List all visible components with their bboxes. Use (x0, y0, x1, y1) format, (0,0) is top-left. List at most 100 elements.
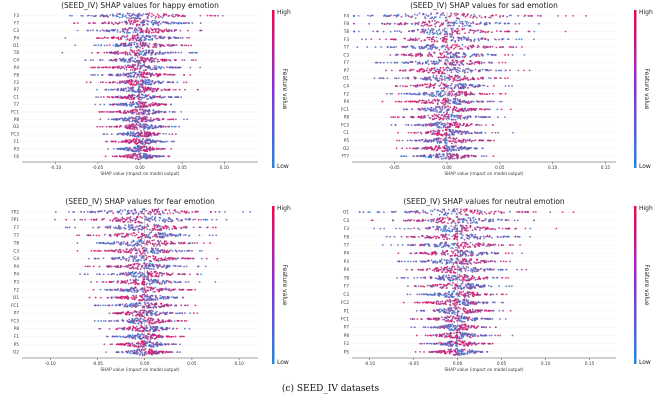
shap-point (469, 55, 472, 58)
shap-point (459, 78, 462, 81)
shap-point (140, 126, 143, 129)
shap-point (170, 43, 173, 46)
shap-point (113, 140, 116, 143)
shap-point (436, 109, 438, 112)
shap-point (451, 44, 454, 46)
shap-point (162, 52, 165, 55)
shap-point (461, 14, 464, 17)
shap-point (156, 13, 159, 16)
shap-point (410, 54, 413, 57)
shap-point (141, 50, 144, 53)
shap-point (76, 22, 79, 24)
shap-point (445, 134, 447, 137)
shap-point (142, 124, 144, 126)
shap-point (427, 99, 430, 102)
shap-point (436, 32, 438, 35)
shap-point (469, 115, 472, 118)
shap-point (160, 36, 163, 39)
shap-point (132, 31, 135, 34)
shap-point (427, 28, 430, 30)
shap-point (489, 69, 492, 72)
shap-point (144, 83, 147, 86)
shap-point (145, 125, 148, 128)
shap-point (409, 93, 412, 96)
chart-title: (SEED_IV) SHAP values for happy emotion (61, 1, 219, 10)
shap-point (414, 47, 417, 50)
shap-point (119, 110, 122, 113)
shap-point (73, 22, 75, 25)
shap-point (396, 14, 399, 17)
shap-point (506, 38, 509, 40)
shap-point (485, 93, 488, 96)
shap-point (106, 44, 108, 47)
shap-point (145, 148, 148, 151)
shap-point (395, 77, 398, 80)
shap-point (132, 39, 135, 41)
shap-point (445, 56, 448, 58)
shap-point (491, 31, 493, 34)
shap-point (458, 146, 461, 149)
shap-point (156, 37, 159, 40)
shap-point (461, 28, 464, 31)
shap-point (469, 25, 472, 27)
shap-point (124, 42, 127, 44)
shap-point (486, 100, 489, 103)
shap-point (524, 14, 527, 17)
shap-point (133, 19, 136, 22)
shap-point (145, 29, 148, 32)
feature-label: C3 (343, 52, 349, 57)
shap-point (113, 118, 116, 121)
shap-point (142, 108, 144, 111)
shap-point (141, 78, 144, 81)
shap-point (435, 47, 437, 50)
shap-point (449, 99, 452, 102)
shap-point (428, 139, 431, 141)
shap-point (135, 38, 138, 41)
feature-label: P4 (14, 65, 20, 70)
shap-point (429, 131, 432, 134)
shap-point (122, 51, 125, 54)
shap-point (112, 65, 114, 68)
shap-point (164, 133, 167, 135)
shap-point (437, 70, 440, 73)
shap-point (414, 22, 417, 25)
shap-point (515, 30, 517, 33)
shap-point (130, 27, 133, 30)
shap-point (464, 115, 467, 118)
shap-point (433, 23, 436, 26)
shap-point (107, 148, 109, 150)
colorbar-title: Feature value (281, 69, 288, 110)
shap-point (146, 52, 148, 54)
shap-point (419, 54, 422, 57)
shap-point (395, 14, 397, 17)
shap-point (128, 141, 131, 144)
shap-point (122, 28, 125, 31)
shap-point (144, 117, 147, 120)
shap-chart-happy: (SEED_IV) SHAP values for happy emotion F… (11, 1, 291, 176)
shap-point (123, 95, 126, 98)
shap-point (143, 72, 146, 75)
shap-point (412, 100, 415, 103)
shap-point (485, 46, 488, 48)
shap-point (150, 87, 152, 89)
shap-point (180, 96, 183, 98)
shap-point (449, 63, 451, 66)
shap-point (450, 90, 453, 93)
shap-point (435, 70, 438, 73)
shap-point (428, 53, 431, 55)
shap-point (465, 78, 467, 80)
shap-point (409, 84, 412, 87)
shap-point (383, 23, 386, 26)
shap-point (167, 88, 170, 91)
shap-point (145, 95, 148, 98)
shap-point (462, 52, 465, 55)
shap-point (178, 88, 181, 91)
feature-label: C1 (343, 130, 349, 135)
shap-point (407, 62, 410, 65)
shap-point (455, 44, 458, 47)
shap-point (121, 21, 123, 24)
shap-point (131, 117, 134, 119)
shap-point (498, 100, 501, 103)
shap-point (449, 68, 452, 71)
shap-point (511, 85, 513, 87)
